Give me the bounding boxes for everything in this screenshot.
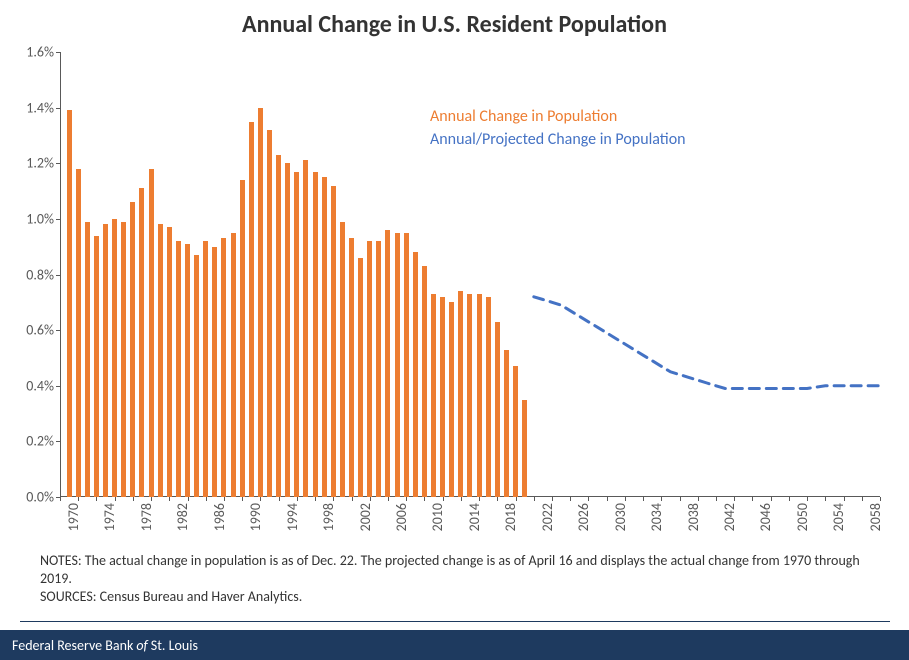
x-tick [260,497,261,501]
x-axis-label: 1994 [284,503,301,531]
x-tick [279,497,280,501]
y-axis-label: 0.0% [26,489,54,506]
x-tick [771,497,772,501]
y-axis-label: 0.6% [26,322,54,339]
x-axis-label: 2046 [757,503,774,531]
x-tick [844,497,845,501]
notes-line-2: SOURCES: Census Bureau and Haver Analyti… [40,588,870,606]
x-tick [607,497,608,501]
x-tick [169,497,170,501]
x-tick [880,497,881,501]
x-tick [497,497,498,501]
x-axis-label: 1998 [320,503,337,531]
x-tick [789,497,790,501]
y-axis-label: 0.4% [26,377,54,394]
x-tick [698,497,699,501]
projected-line-svg [60,52,880,497]
x-axis-label: 1974 [101,503,118,531]
x-tick [96,497,97,501]
x-tick [534,497,535,501]
x-tick [370,497,371,501]
x-axis-label: 1986 [211,503,228,531]
chart-title: Annual Change in U.S. Resident Populatio… [0,10,909,39]
x-tick [625,497,626,501]
x-axis-label: 2014 [466,503,483,531]
y-axis-label: 1.0% [26,210,54,227]
x-tick [752,497,753,501]
chart-notes: NOTES: The actual change in population i… [40,552,870,607]
x-tick [461,497,462,501]
x-axis-label: 2058 [867,503,884,531]
x-tick [242,497,243,501]
x-tick [188,497,189,501]
x-axis-label: 1990 [247,503,264,531]
footer-italic: of [136,637,147,654]
x-tick [115,497,116,501]
y-axis-label: 0.8% [26,266,54,283]
x-axis-label: 2050 [794,503,811,531]
x-tick [570,497,571,501]
x-tick [716,497,717,501]
x-tick [60,497,61,501]
x-axis-label: 2054 [830,503,847,531]
x-axis-label: 1982 [174,503,191,531]
y-axis-label: 1.4% [26,99,54,116]
x-axis-label: 2002 [357,503,374,531]
x-tick [661,497,662,501]
x-tick [552,497,553,501]
footer-suffix: St. Louis [151,637,198,654]
x-tick [406,497,407,501]
x-tick [297,497,298,501]
x-axis-label: 2006 [393,503,410,531]
x-axis-label: 2018 [502,503,519,531]
x-tick [352,497,353,501]
footer-prefix: Federal Reserve Bank [12,637,133,654]
x-tick [443,497,444,501]
x-tick [315,497,316,501]
y-axis-label: 1.2% [26,155,54,172]
x-tick [807,497,808,501]
x-axis-label: 1970 [65,503,82,531]
x-tick [78,497,79,501]
x-axis-label: 2038 [685,503,702,531]
x-axis-label: 2042 [721,503,738,531]
x-axis-label: 2022 [539,503,556,531]
x-axis-label: 2030 [612,503,629,531]
y-axis-label: 1.6% [26,44,54,61]
footer-bar: Federal Reserve Bank of St. Louis [0,630,909,660]
x-axis-label: 2010 [429,503,446,531]
x-tick [643,497,644,501]
x-tick [479,497,480,501]
x-tick [388,497,389,501]
notes-line-1: NOTES: The actual change in population i… [40,552,870,588]
x-tick [133,497,134,501]
x-tick [825,497,826,501]
footer-rule [20,621,890,622]
x-tick [516,497,517,501]
x-axis-label: 2026 [575,503,592,531]
x-tick [862,497,863,501]
x-tick [680,497,681,501]
x-tick [424,497,425,501]
plot-area: Annual Change in Population Annual/Proje… [60,52,880,497]
x-tick [206,497,207,501]
x-axis-label: 1978 [138,503,155,531]
x-axis-label: 2034 [648,503,665,531]
y-axis-label: 0.2% [26,433,54,450]
x-tick [151,497,152,501]
x-tick [333,497,334,501]
chart-container: Annual Change in U.S. Resident Populatio… [0,0,909,660]
x-tick [734,497,735,501]
x-tick [224,497,225,501]
projected-line [534,297,880,389]
x-tick [588,497,589,501]
